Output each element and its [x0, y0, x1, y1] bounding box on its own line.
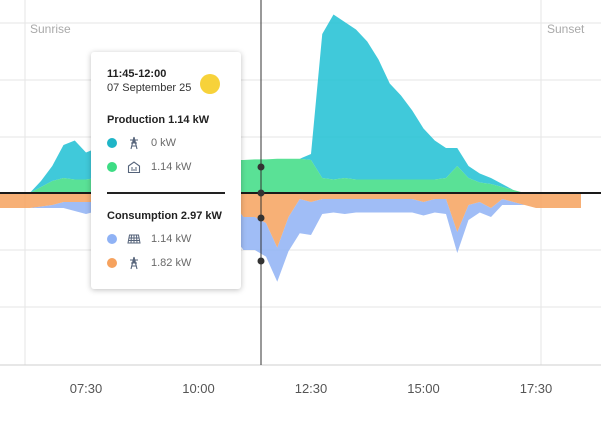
legend-dot — [107, 138, 117, 148]
consumption-solar-area — [0, 199, 581, 282]
cursor-dot — [257, 257, 265, 265]
consumption-solar-row: 1.14 kW — [107, 232, 225, 246]
production-solar-value: 1.14 kW — [151, 161, 192, 173]
consumption-solar-value: 1.14 kW — [151, 233, 192, 245]
x-tick-label: 12:30 — [295, 381, 328, 396]
power-tower-icon — [130, 136, 138, 150]
x-axis-ticks: 07:30 10:00 12:30 15:00 17:30 — [70, 381, 553, 396]
consumption-grid-value: 1.82 kW — [151, 257, 192, 269]
tooltip-card: 11:45-12:00 07 September 25 Production 1… — [91, 52, 241, 289]
cursor-dots — [257, 163, 265, 265]
consumption-grid-row: 1.82 kW — [107, 256, 225, 270]
legend-dot — [107, 258, 117, 268]
sunset-label: Sunset — [547, 22, 585, 36]
production-solar-row: 1.14 kW — [107, 160, 225, 174]
x-tick-label: 07:30 — [70, 381, 103, 396]
consumption-title: Consumption 2.97 kW — [107, 210, 222, 222]
legend-dot — [107, 162, 117, 172]
cursor-dot — [257, 189, 265, 197]
x-tick-label: 17:30 — [520, 381, 553, 396]
sun-icon — [200, 74, 220, 94]
x-tick-label: 15:00 — [407, 381, 440, 396]
solar-panel-icon — [127, 234, 141, 244]
chart-areas — [0, 14, 581, 282]
sunrise-label: Sunrise — [30, 22, 71, 36]
consumption-grid-area — [0, 193, 581, 248]
x-tick-label: 10:00 — [182, 381, 215, 396]
tooltip-time: 11:45-12:00 — [107, 68, 167, 80]
production-title: Production 1.14 kW — [107, 114, 210, 126]
power-tower-icon — [130, 256, 138, 270]
production-grid-row: 0 kW — [107, 136, 225, 150]
tooltip-date: 07 September 25 — [107, 82, 192, 94]
legend-dot — [107, 234, 117, 244]
tooltip-divider — [107, 192, 225, 194]
house-battery-icon — [127, 161, 141, 174]
cursor-dot — [257, 214, 265, 222]
cursor-dot — [257, 163, 265, 171]
production-grid-area — [0, 14, 581, 193]
production-grid-value: 0 kW — [151, 137, 177, 149]
